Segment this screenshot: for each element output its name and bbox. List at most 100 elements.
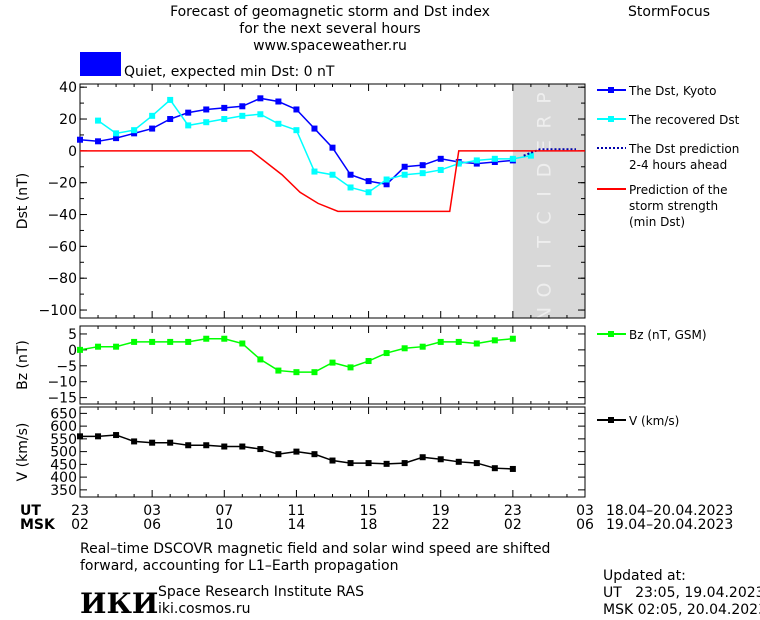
- prediction-letter: I: [534, 191, 556, 197]
- data-point: [239, 340, 246, 347]
- data-point: [311, 369, 318, 376]
- data-point: [437, 166, 444, 173]
- data-point: [131, 130, 138, 137]
- data-point: [167, 439, 174, 446]
- status-color-box: [80, 52, 121, 76]
- institute-site: iki.cosmos.ru: [158, 601, 251, 617]
- ut-tick-label: 03: [576, 503, 594, 519]
- y-axis-label: Bz (nT): [15, 340, 31, 390]
- data-point: [491, 159, 498, 165]
- data-point: [149, 338, 156, 345]
- data-point: [167, 338, 174, 345]
- msk-tick-label: 14: [287, 517, 306, 533]
- panel-frame: [79, 83, 586, 319]
- data-point: [257, 446, 264, 453]
- chart-title-line-1: Forecast of geomagnetic storm and Dst in…: [170, 4, 490, 20]
- updated-ut: UT 23:05, 19.04.2023: [603, 585, 760, 601]
- legend-label: Bz (nT, GSM): [629, 328, 707, 342]
- data-point: [239, 443, 246, 450]
- legend-sublabel: (min Dst): [629, 215, 685, 229]
- y-tick-label: 0: [68, 144, 77, 160]
- data-point: [401, 171, 408, 178]
- y-tick-label: 450: [50, 457, 77, 473]
- y-tick-label: 500: [50, 445, 77, 461]
- updated-msk: MSK 02:05, 20.04.2023: [603, 602, 760, 618]
- data-point: [95, 117, 102, 124]
- ut-axis-label: UT: [20, 503, 41, 519]
- legend-marker: [608, 116, 614, 122]
- data-point: [347, 171, 354, 178]
- data-point: [275, 367, 282, 374]
- data-point: [365, 358, 372, 365]
- iki-logo: ИКИ: [80, 587, 159, 620]
- data-point: [275, 120, 282, 127]
- legend-label: V (km/s): [629, 414, 679, 428]
- prediction-letter: N: [534, 307, 556, 321]
- data-point: [203, 335, 210, 342]
- data-point: [311, 451, 318, 458]
- y-tick-label: −100: [39, 303, 77, 319]
- y-tick-label: −15: [47, 391, 77, 407]
- msk-date-range: 19.04–20.04.2023: [606, 517, 734, 533]
- y-axis-label: V (km/s): [15, 423, 31, 482]
- data-point: [473, 460, 480, 467]
- series-line: [97, 98, 532, 194]
- prediction-letter: I: [534, 263, 556, 269]
- data-point: [527, 152, 534, 159]
- data-point: [401, 345, 408, 352]
- data-point: [419, 454, 426, 461]
- y-tick-label: −5: [56, 359, 77, 375]
- data-point: [311, 125, 318, 132]
- prediction-letter: T: [534, 236, 556, 249]
- data-point: [455, 458, 462, 465]
- brand-name: StormFocus: [628, 4, 711, 20]
- ut-tick-label: 03: [143, 503, 162, 519]
- footnote-line-1: Real–time DSCOVR magnetic field and sola…: [80, 541, 551, 557]
- msk-tick-label: 22: [431, 517, 450, 533]
- data-point: [77, 433, 83, 440]
- data-point: [437, 338, 444, 345]
- data-point: [293, 127, 300, 134]
- data-point: [473, 157, 480, 164]
- y-axis-label: Dst (nT): [15, 173, 31, 229]
- y-tick-label: 0: [68, 343, 77, 359]
- y-tick-label: −40: [47, 208, 77, 224]
- prediction-letter: O: [534, 283, 556, 298]
- data-point: [293, 369, 300, 376]
- data-point: [185, 122, 192, 129]
- y-tick-label: 5: [68, 327, 77, 343]
- institute-name: Space Research Institute RAS: [158, 584, 364, 600]
- updated-label: Updated at:: [603, 568, 686, 584]
- data-point: [329, 171, 336, 178]
- y-tick-label: −60: [47, 239, 77, 255]
- data-point: [257, 111, 264, 118]
- ut-date-range: 18.04–20.04.2023: [606, 503, 734, 519]
- data-point: [455, 160, 462, 167]
- data-point: [95, 433, 102, 440]
- chart-title-line-2: for the next several hours: [239, 21, 421, 37]
- y-tick-label: −80: [47, 271, 77, 287]
- data-point: [383, 350, 390, 357]
- data-point: [509, 465, 516, 472]
- data-point: [221, 443, 228, 450]
- msk-tick-label: 02: [71, 517, 89, 533]
- data-point: [473, 340, 480, 347]
- prediction-letter: D: [534, 163, 556, 178]
- legend-label: Prediction of the: [629, 183, 728, 197]
- legend-marker: [608, 87, 614, 93]
- data-point: [419, 343, 426, 350]
- y-tick-label: −20: [47, 176, 77, 192]
- data-point: [329, 457, 336, 464]
- data-point: [275, 98, 282, 105]
- legend-label: The recovered Dst: [628, 113, 740, 127]
- ut-tick-label: 23: [71, 503, 89, 519]
- chart-title-url: www.spaceweather.ru: [253, 38, 407, 54]
- data-point: [437, 155, 444, 162]
- y-tick-label: 600: [50, 419, 77, 435]
- legend-label: The Dst, Kyoto: [628, 84, 716, 98]
- data-point: [239, 112, 246, 119]
- data-point: [95, 138, 102, 145]
- data-point: [329, 144, 336, 151]
